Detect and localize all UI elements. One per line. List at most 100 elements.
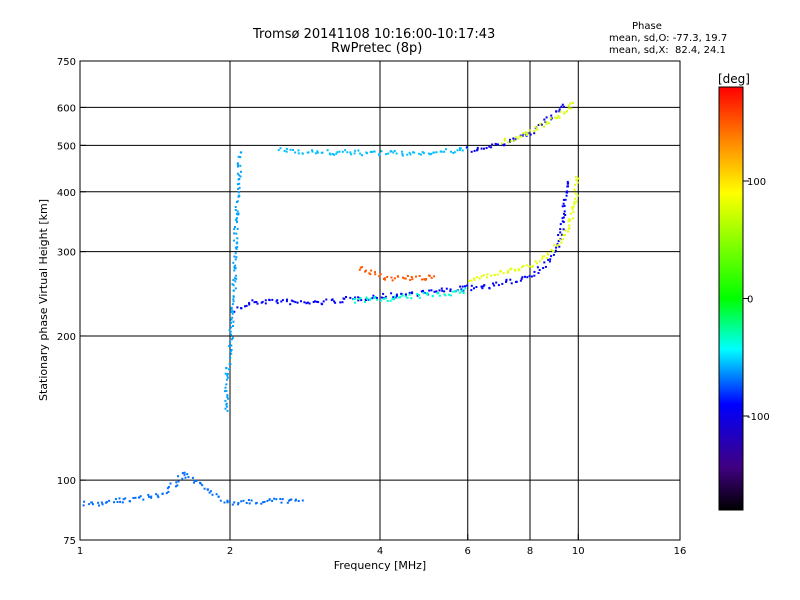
data-point [558,110,561,113]
data-point [562,221,565,223]
data-point [453,290,456,293]
data-point [547,258,550,261]
data-point [295,498,297,501]
data-point [526,132,529,135]
data-point [234,226,236,228]
data-point [236,183,239,186]
data-point [219,499,222,502]
data-point [341,301,344,304]
data-point [232,261,235,264]
data-point [428,274,431,277]
data-point [226,409,229,412]
data-point [264,299,267,302]
data-point [510,140,513,143]
data-point [333,153,336,156]
data-point [386,299,389,302]
data-point [520,277,523,280]
data-point [232,325,234,327]
data-point [536,262,539,265]
data-point [512,137,515,140]
data-point [354,297,357,300]
data-point [378,152,381,155]
data-point [83,500,86,503]
data-point [386,276,389,278]
data-point [518,269,521,272]
data-point [233,232,236,235]
data-point [395,293,398,296]
data-point [392,151,395,154]
data-point [230,349,233,351]
data-point [316,150,319,153]
data-point [401,150,403,153]
data-point [534,260,537,263]
data-point [300,300,302,303]
data-point [440,150,443,153]
data-point [458,149,461,151]
data-point [215,493,218,496]
data-point [537,272,540,274]
data-point [240,170,242,173]
data-point [539,122,542,125]
data-point [468,279,471,282]
data-point [383,297,385,300]
data-point [464,285,466,288]
data-point [184,476,187,479]
data-point [421,278,424,281]
data-point [286,298,288,301]
data-point [275,300,278,303]
data-point [138,496,141,499]
data-point [406,296,409,299]
data-point [382,292,385,295]
data-point [229,356,231,359]
data-point [513,139,516,142]
data-point [509,140,511,143]
data-point [443,150,446,153]
data-point [549,258,552,261]
data-point [408,291,411,294]
data-point [515,280,518,283]
data-point [445,287,448,290]
data-point [563,112,566,115]
data-point [230,344,233,347]
data-point [378,154,381,157]
data-point [271,298,274,301]
data-point [90,501,93,504]
data-point [452,152,455,154]
y-tick-label: 200 [57,332,76,343]
data-point [561,217,564,220]
data-point [225,383,228,386]
data-point [385,297,387,300]
data-point [533,130,536,133]
data-point [232,295,235,298]
data-point [476,146,479,149]
data-point [427,152,430,155]
x-tick-label: 16 [674,546,687,557]
data-point [571,206,573,209]
data-point [541,257,544,260]
data-point [353,152,356,155]
chart-title: Tromsø 20141108 10:16:00-10:17:43 [253,27,496,42]
data-point [543,125,545,128]
data-point [422,152,425,155]
data-point [326,149,329,152]
data-point [225,402,228,405]
data-point [225,367,228,370]
data-point [230,326,233,329]
data-point [547,253,550,256]
y-tick-label: 400 [57,188,76,199]
data-point [290,299,293,302]
data-point [394,295,396,298]
data-point [238,174,241,177]
data-point [230,306,233,309]
data-point [573,189,576,192]
data-point [373,296,376,298]
data-point [225,378,228,381]
data-point [286,501,289,504]
data-point [290,498,293,501]
data-point [236,164,239,166]
data-point [535,127,538,130]
data-point [374,273,377,276]
data-point [101,503,104,506]
data-point [344,149,347,152]
